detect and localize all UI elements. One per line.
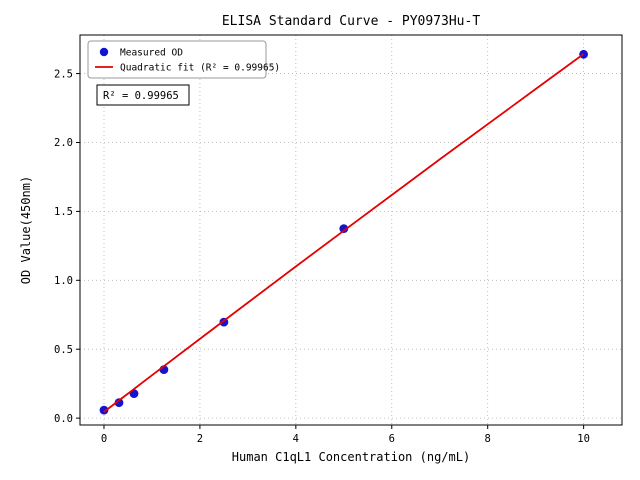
r-squared-annotation: R² = 0.99965 [96,84,190,106]
gridlines [80,35,622,425]
y-tick-label: 2.0 [54,137,73,149]
data-point [114,398,124,408]
y-tick-label: 2.5 [54,68,73,80]
x-axis-label: Human C1qL1 Concentration (ng/mL) [232,450,470,464]
x-tick-label: 6 [389,433,395,445]
x-tick-label: 8 [485,433,491,445]
data-point [99,405,109,415]
x-tick-label: 2 [197,433,203,445]
annotation-box [96,84,190,106]
data-point [339,224,349,234]
plot-frame [79,34,623,426]
fit-line [103,53,585,413]
y-axis-label: OD Value(450nm) [19,176,33,284]
y-tick-label: 0.0 [54,413,73,425]
x-tick-label: 10 [577,433,590,445]
legend-label-measured-od: Measured OD [120,48,183,59]
y-tick-label: 0.5 [54,344,73,356]
data-series [99,49,588,415]
x-tick-label: 0 [101,433,107,445]
legend-box [87,40,267,79]
annotation-text: R² = 0.99965 [103,90,179,102]
legend-marker-measured-od [99,47,109,57]
axis-ticks: 0 2 4 6 8 10 0.0 0.5 1.0 1.5 2.0 2.5 [54,68,590,445]
y-tick-label: 1.0 [54,275,73,287]
chart-title: ELISA Standard Curve - PY0973Hu-T [222,14,480,29]
y-tick-label: 1.5 [54,206,73,218]
legend-label-quadratic-fit: Quadratic fit (R² = 0.99965) [120,63,280,74]
x-tick-label: 4 [293,433,299,445]
legend: Measured OD Quadratic fit (R² = 0.99965) [87,40,280,79]
